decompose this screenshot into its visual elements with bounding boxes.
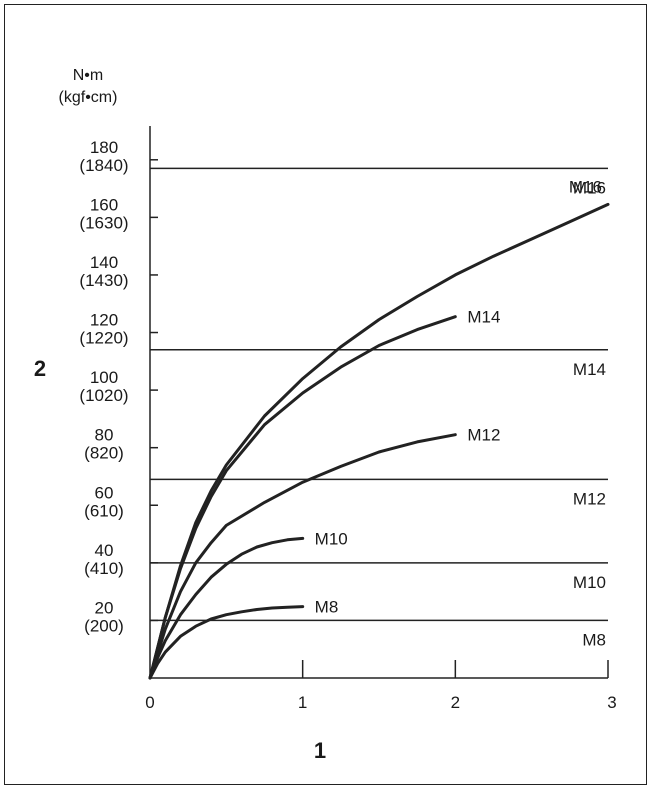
- y-tick-label: 140: [90, 253, 118, 272]
- curve-label-m16: M16: [569, 177, 602, 196]
- y-tick-label-kgf: (610): [84, 501, 124, 520]
- y-unit-label-2: (kgf•cm): [59, 89, 118, 106]
- y-tick-label-kgf: (1630): [79, 213, 128, 232]
- y-tick-label: 100: [90, 368, 118, 387]
- limit-label-m16: M16: [573, 178, 606, 197]
- y-tick-label-kgf: (410): [84, 559, 124, 578]
- y-tick-label-kgf: (820): [84, 444, 124, 463]
- y-tick-label: 60: [95, 483, 114, 502]
- x-tick-label: 3: [607, 693, 616, 712]
- y-tick-label-kgf: (1220): [79, 329, 128, 348]
- y-tick-label: 80: [95, 426, 114, 445]
- y-tick-label: 20: [95, 598, 114, 617]
- y-tick-label-kgf: (1840): [79, 156, 128, 175]
- x-tick-label: 1: [298, 693, 307, 712]
- y-tick-label: 120: [90, 311, 118, 330]
- curve-label-m10: M10: [315, 529, 348, 548]
- series-curves: M8 M10 M12 M14 M16: [148, 177, 610, 680]
- y-tick-label: 160: [90, 195, 118, 214]
- axes: 0 1 2 3 20(200) 40(410) 60(610) 80(820) 100(1020…: [79, 126, 617, 712]
- limit-lines: M8 M10 M12 M14 M16: [150, 167, 608, 649]
- curve-label-m12: M12: [467, 426, 500, 445]
- limit-label-m10: M10: [573, 573, 606, 592]
- x-axis-marker: 1: [314, 738, 326, 763]
- limit-label-m12: M12: [573, 489, 606, 508]
- curve-label-m8: M8: [315, 598, 339, 617]
- limit-label-m8: M8: [582, 630, 606, 649]
- x-tick-label: 0: [145, 693, 154, 712]
- chart-frame: [4, 4, 647, 785]
- y-axis-marker: 2: [34, 356, 46, 381]
- x-tick-label: 2: [451, 693, 460, 712]
- curve-m16: [148, 202, 610, 680]
- y-tick-label-kgf: (200): [84, 616, 124, 635]
- y-unit-label-1: N•m: [73, 67, 103, 84]
- y-tick-label: 40: [95, 541, 114, 560]
- labels: N•m (kgf•cm) 2 1: [34, 67, 326, 763]
- curve-m10: [148, 536, 305, 680]
- curve-m12: [148, 433, 457, 680]
- curve-label-m14: M14: [467, 308, 500, 327]
- curve-m8: [148, 605, 305, 680]
- limit-label-m14: M14: [573, 360, 606, 379]
- y-tick-label-kgf: (1430): [79, 271, 128, 290]
- curve-m14: [148, 315, 457, 680]
- y-tick-label: 180: [90, 138, 118, 157]
- y-tick-label-kgf: (1020): [79, 386, 128, 405]
